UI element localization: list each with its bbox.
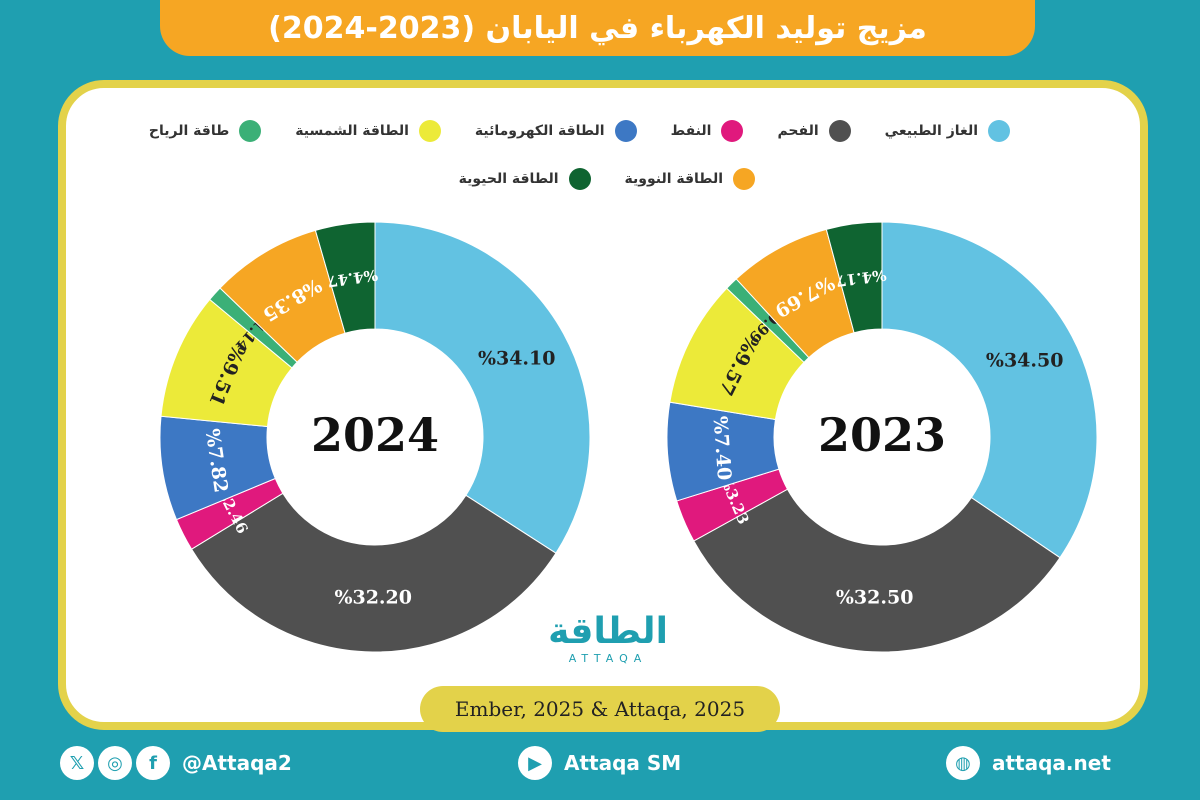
legend-label: الطاقة النووية: [624, 171, 723, 187]
legend-item-bioenergy: الطاقة الحيوية: [459, 168, 591, 190]
source-note: Ember, 2025 & Attaqa, 2025: [420, 686, 780, 732]
legend-item-wind: طاقة الرياح: [148, 120, 262, 142]
legend-item-solar: الطاقة الشمسية: [295, 120, 441, 142]
globe-icon[interactable]: ◍: [946, 746, 980, 780]
legend-label: الفحم: [777, 123, 819, 139]
legend-swatch: [418, 120, 441, 142]
legend-swatch: [828, 120, 851, 142]
legend-item-coal: الفحم: [777, 120, 851, 142]
instagram-icon[interactable]: ◎: [98, 746, 132, 780]
donut-slice: [314, 221, 376, 334]
slice-label: %34.50: [986, 349, 1064, 371]
slice-label: %32.50: [836, 586, 914, 608]
footer-youtube: ▶ Attaqa SM: [518, 742, 681, 784]
legend-item-natural-gas: الغاز الطبيعي: [885, 120, 1010, 142]
legend-item-nuclear: الطاقة النووية: [625, 168, 755, 190]
legend-swatch: [568, 168, 591, 190]
legend-row-1: الغاز الطبيعي الفحم النفط الطاقة الكهروم…: [115, 120, 1010, 142]
legend-label: طاقة الرياح: [148, 123, 230, 139]
center-year-label: 2023: [818, 408, 946, 462]
legend-item-oil: النفط: [671, 120, 744, 142]
slice-label: %34.10: [478, 348, 556, 370]
donut-slice: [881, 221, 1098, 559]
website-link[interactable]: attaqa.net: [992, 751, 1111, 775]
slice-label: %7.40: [709, 415, 735, 481]
donut-slice: [190, 492, 557, 653]
footer-social: 𝕏 ◎ f @Attaqa2: [60, 742, 292, 784]
legend-swatch: [721, 120, 744, 142]
legend-item-hydro: الطاقة الكهرومائية: [475, 120, 637, 142]
footer-website: ◍ attaqa.net: [946, 742, 1111, 784]
center-year-label: 2024: [311, 408, 439, 462]
legend-label: الطاقة الحيوية: [458, 171, 559, 187]
youtube-handle[interactable]: Attaqa SM: [564, 751, 682, 775]
attaqa-logo: الطاقة ATTAQA: [548, 611, 668, 666]
legend-row-2: الطاقة النووية الطاقة الحيوية: [425, 168, 755, 190]
legend-label: الطاقة الشمسية: [295, 123, 409, 139]
facebook-icon[interactable]: f: [136, 746, 170, 780]
legend-swatch: [239, 120, 262, 142]
legend-swatch: [988, 120, 1010, 142]
donut-slice: [693, 488, 1061, 653]
slice-label: %32.20: [334, 586, 412, 608]
donut-slice: [374, 221, 591, 554]
youtube-icon[interactable]: ▶: [518, 746, 552, 780]
social-handle[interactable]: @Attaqa2: [182, 751, 292, 775]
legend-label: النفط: [670, 123, 712, 139]
x-icon[interactable]: 𝕏: [60, 746, 94, 780]
chart-title: مزيج توليد الكهرباء في اليابان (2023-202…: [160, 0, 1035, 56]
legend-label: الغاز الطبيعي: [884, 123, 978, 139]
legend-swatch: [733, 168, 755, 190]
donut-slice: [825, 221, 883, 334]
legend-label: الطاقة الكهرومائية: [474, 123, 605, 139]
legend-swatch: [614, 120, 637, 142]
